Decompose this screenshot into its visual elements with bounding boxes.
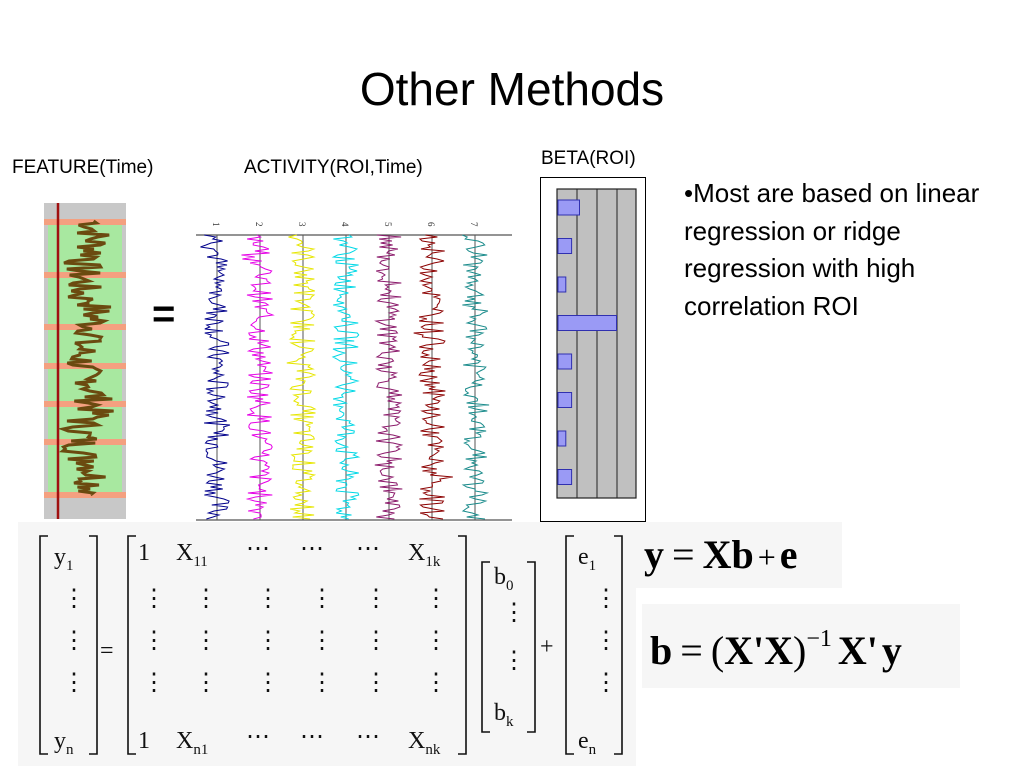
vertical-dots: ⋮ [364, 628, 388, 654]
vertical-dots: ⋮ [594, 628, 618, 654]
beta-bars [557, 199, 617, 485]
vertical-dots: ⋮ [310, 670, 334, 696]
hdots-2: ⋯ [300, 536, 324, 562]
vertical-dots: ⋮ [594, 586, 618, 612]
bracket-e-right [614, 535, 623, 755]
x-row1-first: X11 [176, 540, 208, 570]
feature-stripe [44, 492, 126, 498]
beta-bar [557, 199, 580, 216]
activity-series-label: 5 [383, 222, 393, 227]
bracket-x-left [127, 535, 136, 755]
vertical-dots: ⋮ [62, 628, 86, 654]
vertical-dots: ⋮ [424, 670, 448, 696]
beta-bar [557, 353, 573, 370]
vertical-dots: ⋮ [256, 670, 280, 696]
activity-series-label: 3 [297, 222, 307, 227]
vertical-dots: ⋮ [364, 670, 388, 696]
matrix-plus: + [540, 634, 554, 660]
matrix-equals: = [100, 638, 114, 664]
formula-y-background [636, 522, 842, 588]
hdots-1: ⋯ [246, 536, 270, 562]
bracket-b-left [481, 561, 490, 733]
activity-series-trace [374, 234, 404, 520]
x-rown-one: 1 [138, 728, 150, 754]
beta-bar [557, 276, 567, 293]
vertical-dots: ⋮ [364, 586, 388, 612]
activity-series-group: 1 2 3 4 5 6 7 [200, 222, 490, 520]
e-first: e1 [578, 544, 596, 574]
vertical-dots: ⋮ [594, 670, 618, 696]
vertical-dots: ⋮ [502, 600, 526, 626]
x-row1-last: X1k [408, 540, 441, 570]
beta-label: BETA(ROI) [541, 148, 636, 169]
activity-label: ACTIVITY(ROI,Time) [244, 157, 423, 178]
formula-y-text: y = Xb + e [644, 532, 798, 577]
beta-bar [557, 469, 573, 485]
vertical-dots: ⋮ [310, 586, 334, 612]
b-last: bk [494, 700, 514, 730]
vertical-dots: ⋮ [142, 628, 166, 654]
vertical-dots: ⋮ [194, 628, 218, 654]
e-last: en [578, 728, 597, 758]
activity-series-trace [286, 234, 317, 520]
hdots-5: ⋯ [300, 724, 324, 750]
bracket-b-right [527, 561, 536, 733]
activity-series-trace [200, 234, 231, 520]
formula-y: y = Xb + e [636, 522, 842, 588]
page-title: Other Methods [359, 63, 665, 115]
bracket-y-left [39, 535, 48, 755]
equals-sign: = [152, 292, 176, 336]
activity-series-trace [413, 234, 453, 520]
hdots-4: ⋯ [246, 724, 270, 750]
activity-series-label: 1 [211, 222, 221, 227]
feature-stripe [44, 219, 126, 225]
activity-series-label: 2 [254, 222, 264, 227]
beta-bar [557, 315, 617, 331]
feature-label: FEATURE(Time) [12, 157, 154, 178]
formula-b-text: b = (X'X)−1 X' y [650, 626, 902, 673]
activity-series-trace [241, 234, 275, 520]
feature-trace [57, 219, 114, 497]
x-rown-last: Xnk [408, 728, 441, 758]
bracket-x-right [458, 535, 467, 755]
beta-bar [557, 392, 573, 408]
bracket-y-right [89, 535, 98, 755]
bullet-text: •Most are based on linear regression or … [684, 178, 980, 321]
vertical-dots: ⋮ [424, 628, 448, 654]
hdots-3: ⋯ [356, 536, 380, 562]
beta-plot [556, 188, 637, 499]
matrix-equation: y1 yn = 1 X11 ⋯ ⋯ ⋯ X1k 1 Xn1 ⋯ ⋯ ⋯ Xnk … [18, 522, 636, 766]
y-first: y1 [54, 544, 74, 574]
vertical-dots: ⋮ [62, 670, 86, 696]
x-rown-first: Xn1 [176, 728, 208, 758]
vertical-dots: ⋮ [194, 670, 218, 696]
matrix-vertical-dots: ⋮ ⋮ ⋮ ⋮ ⋮ ⋮ ⋮ ⋮ ⋮ ⋮ ⋮ ⋮ ⋮ ⋮ ⋮ ⋮ ⋮ ⋮ ⋮ ⋮ ⋮ ⋮ ⋮ ⋮ ⋮ ⋮ [62, 586, 618, 696]
hdots-6: ⋯ [356, 724, 380, 750]
bracket-e-left [565, 535, 574, 755]
vertical-dots: ⋮ [194, 586, 218, 612]
vertical-dots: ⋮ [62, 586, 86, 612]
feature-plot [44, 203, 126, 519]
beta-frame [540, 177, 646, 522]
vertical-dots: ⋮ [142, 586, 166, 612]
activity-series-trace [461, 234, 490, 520]
activity-plot: 1 2 3 4 5 6 7 [196, 222, 512, 521]
vertical-dots: ⋮ [256, 586, 280, 612]
vertical-dots: ⋮ [424, 586, 448, 612]
vertical-dots: ⋮ [256, 628, 280, 654]
vertical-dots: ⋮ [502, 648, 526, 674]
vertical-dots: ⋮ [142, 670, 166, 696]
y-last: yn [54, 728, 74, 758]
activity-series-label: 6 [426, 222, 436, 227]
b-first: b0 [494, 564, 514, 594]
x-row1-one: 1 [138, 540, 150, 566]
vertical-dots: ⋮ [310, 628, 334, 654]
formula-b: b = (X'X)−1 X' y [642, 604, 960, 688]
beta-bar [557, 238, 573, 254]
beta-bar [557, 430, 567, 447]
activity-series-label: 7 [469, 222, 479, 227]
activity-series-trace [331, 234, 361, 520]
activity-series-label: 4 [340, 222, 350, 227]
formula-b-background [642, 604, 960, 688]
